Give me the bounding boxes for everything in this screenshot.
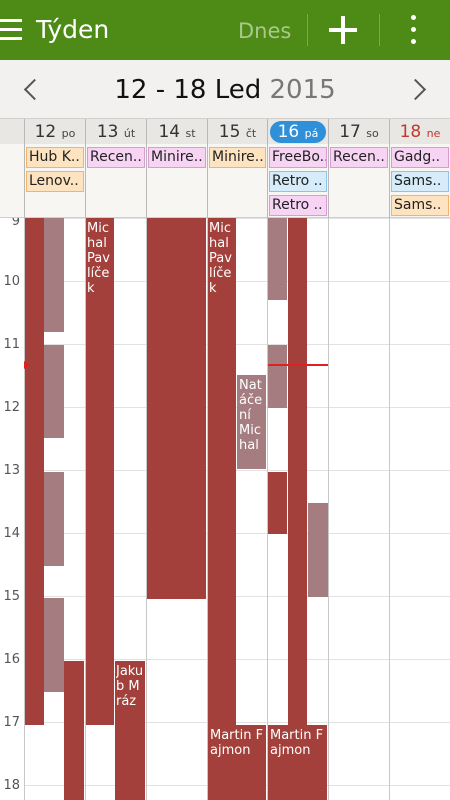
plus-icon[interactable] (327, 14, 359, 46)
date-range-label: 12 - 18 Led 2015 (0, 74, 450, 106)
event-block[interactable] (268, 345, 287, 408)
column-line (146, 218, 147, 800)
column-line (85, 218, 86, 800)
all-day-column: FreeBo.. Retro .. Retro .. (267, 144, 328, 218)
today-highlight (270, 121, 326, 143)
action-bar: Týden Dnes (0, 0, 450, 60)
current-time-line (268, 364, 328, 366)
all-day-column: Minire.. (207, 144, 267, 218)
hour-label: 15 (3, 589, 20, 604)
event-title: Michal Pavlíček (209, 221, 232, 296)
column-line (207, 218, 208, 800)
hour-label: 18 (3, 778, 20, 793)
hour-line (24, 344, 450, 345)
all-day-event[interactable]: Minire.. (148, 147, 206, 168)
event-jakub-mraz[interactable]: Jakub Mráz (115, 661, 145, 800)
event-block[interactable] (308, 503, 328, 597)
all-day-event[interactable]: Retro .. (269, 195, 327, 216)
event-block[interactable] (44, 598, 64, 692)
all-day-column: Recen.. (85, 144, 146, 218)
all-day-area: Hub K.. Lenov.. Recen.. Minire.. Minire.… (0, 144, 450, 218)
hour-label: 16 (3, 652, 20, 667)
event-block[interactable] (44, 218, 64, 332)
hamburger-menu-icon[interactable] (0, 17, 22, 43)
event-martin-fajmon[interactable]: Martin Fajmon (208, 725, 266, 800)
column-line (389, 218, 390, 800)
event-title: Michal Pavlíček (87, 221, 110, 296)
hour-label: 14 (3, 526, 20, 541)
day-header-15[interactable]: 15 čt (207, 119, 267, 145)
event-martin-fajmon[interactable]: Martin Fajmon (268, 725, 327, 800)
hour-line (24, 659, 450, 660)
all-day-event[interactable]: FreeBo.. (269, 147, 327, 168)
event-block[interactable] (147, 218, 206, 599)
all-day-column: Gadg.. Sams.. Sams.. (389, 144, 450, 218)
all-day-event[interactable]: Hub K.. (26, 147, 84, 168)
event-title: Jakub Mráz (116, 664, 144, 709)
hour-line (24, 596, 450, 597)
column-line (328, 218, 329, 800)
all-day-column: Hub K.. Lenov.. (24, 144, 85, 218)
all-day-column: Minire.. (146, 144, 207, 218)
day-header-16-today[interactable]: 16 pá (267, 119, 328, 145)
all-day-event[interactable]: Recen.. (330, 147, 388, 168)
all-day-event[interactable]: Minire.. (209, 147, 266, 168)
event-block[interactable] (268, 218, 287, 300)
event-nataceni-michal[interactable]: Natáčení Michal (237, 375, 266, 469)
column-line (24, 218, 25, 800)
all-day-event[interactable]: Recen.. (87, 147, 145, 168)
hour-label: 13 (3, 463, 20, 478)
time-grid[interactable]: 9 10 11 12 13 14 15 16 17 18 Michal Pavl… (0, 218, 450, 800)
event-title: Martin Fajmon (210, 728, 264, 758)
divider (307, 14, 308, 46)
all-day-event[interactable]: Retro .. (269, 171, 327, 192)
hour-label: 17 (3, 715, 20, 730)
all-day-event[interactable]: Lenov.. (26, 171, 84, 192)
all-day-event[interactable]: Gadg.. (391, 147, 449, 168)
hour-label: 11 (3, 337, 20, 352)
hour-label: 12 (3, 400, 20, 415)
event-title: Natáčení Michal (239, 378, 263, 453)
day-header-14[interactable]: 14 st (146, 119, 207, 145)
event-title: Martin Fajmon (270, 728, 324, 758)
event-block[interactable] (44, 472, 64, 566)
event-block[interactable] (288, 218, 307, 725)
date-range-dates: 12 - 18 Led (114, 75, 262, 105)
today-button[interactable]: Dnes (238, 19, 292, 43)
current-time-marker (24, 361, 30, 369)
day-header-18[interactable]: 18 ne (389, 119, 450, 145)
day-header-13[interactable]: 13 út (85, 119, 146, 145)
day-header-17[interactable]: 17 so (328, 119, 389, 145)
event-block[interactable] (64, 661, 84, 800)
all-day-column: Recen.. (328, 144, 389, 218)
hour-line (24, 533, 450, 534)
overflow-menu-icon[interactable] (408, 15, 418, 45)
event-block[interactable] (268, 472, 287, 534)
hour-line (24, 722, 450, 723)
hour-label: 9 (11, 218, 20, 229)
date-range-year: 2015 (269, 75, 336, 105)
hour-line (24, 281, 450, 282)
chevron-right-icon[interactable] (406, 77, 430, 101)
event-block[interactable] (25, 218, 44, 725)
event-michal-pavlicek[interactable]: Michal Pavlíček (208, 218, 236, 800)
event-michal-pavlicek[interactable]: Michal Pavlíček (86, 218, 114, 725)
date-range-bar: 12 - 18 Led 2015 (0, 60, 450, 118)
day-header-12[interactable]: 12 po (24, 119, 85, 145)
view-title[interactable]: Týden (36, 15, 110, 44)
all-day-event[interactable]: Sams.. (391, 195, 449, 216)
hour-line (24, 218, 450, 219)
divider (379, 14, 380, 46)
event-block[interactable] (44, 345, 64, 438)
all-day-event[interactable]: Sams.. (391, 171, 449, 192)
hour-label: 10 (3, 274, 20, 289)
day-header-row: 12 po 13 út 14 st 15 čt 16 pá 17 so 18 n… (0, 118, 450, 145)
hour-line (24, 470, 450, 471)
column-line (267, 218, 268, 800)
